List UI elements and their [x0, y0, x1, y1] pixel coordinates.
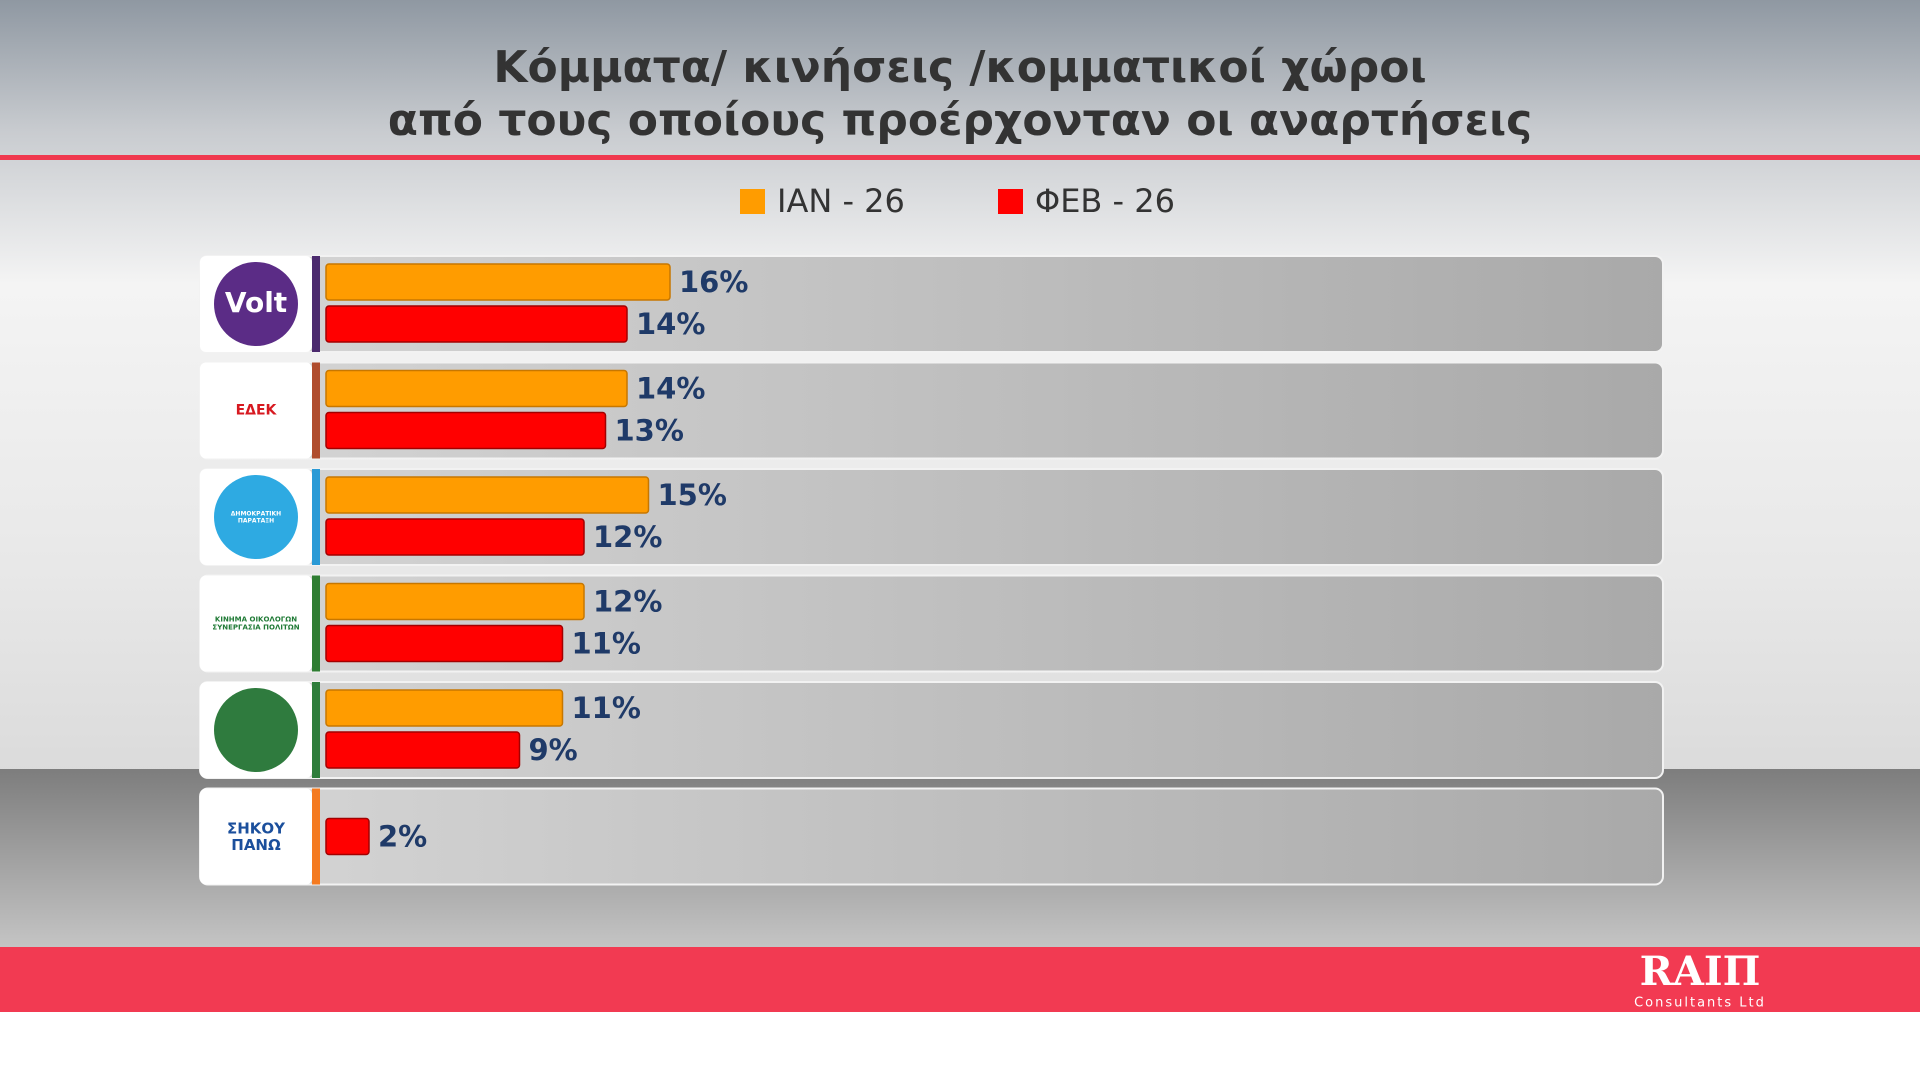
logo-text: ΚΙΝΗΜΑ ΟΙΚΟΛΟΓΩΝ ΣΥΝΕΡΓΑΣΙΑ ΠΟΛΙΤΩΝ [212, 616, 299, 632]
value-label: 16% [679, 265, 748, 299]
bar [325, 263, 671, 301]
value-label: 15% [658, 478, 727, 512]
bar [325, 817, 370, 856]
bar [325, 305, 628, 343]
value-label: 9% [529, 733, 578, 767]
logo-text: ΔΗΜΟΚΡΑΤΙΚΗ ΠΑΡΑΤΑΞΗ [231, 510, 281, 524]
logo-circle [214, 262, 298, 346]
bar [325, 369, 628, 408]
logo-stripe [312, 362, 320, 459]
logo-circle [214, 475, 298, 559]
brand-name: RAIΠ [1640, 948, 1761, 995]
value-label: 11% [572, 627, 641, 661]
legend-label: ΙΑΝ - 26 [777, 182, 905, 220]
value-label: 13% [615, 414, 684, 448]
chart-title: από τους οποίους προέρχονταν οι αναρτήσε… [388, 95, 1532, 146]
logo-stripe [312, 682, 320, 778]
logo-text: Volt [225, 286, 287, 319]
logo-stripe [312, 256, 320, 352]
bar [325, 582, 585, 621]
logo-stripe [312, 575, 320, 672]
logo-circle [214, 688, 298, 772]
chart-title: Κόμματα/ κινήσεις /κομματικοί χώροι [493, 42, 1426, 93]
footer-band [0, 947, 1920, 1012]
bar [325, 624, 564, 663]
bar [325, 476, 650, 514]
value-label: 14% [636, 307, 705, 341]
legend-swatch [740, 189, 765, 214]
value-label: 11% [572, 691, 641, 725]
value-label: 14% [636, 372, 705, 406]
bar [325, 689, 564, 727]
value-label: 2% [378, 820, 427, 854]
logo-box [200, 575, 312, 672]
value-label: 12% [593, 520, 662, 554]
brand-subtitle: Consultants Ltd [1634, 996, 1766, 1011]
logo-stripe [312, 788, 320, 885]
title-rule [0, 155, 1920, 160]
logo-stripe [312, 469, 320, 565]
logo-text: ΕΔΕΚ [236, 403, 278, 419]
bar [325, 518, 585, 556]
bar [325, 411, 607, 450]
logo-box [200, 788, 312, 885]
legend-swatch [998, 189, 1023, 214]
value-label: 12% [593, 585, 662, 619]
bar [325, 731, 521, 769]
logo-text: ΣΗΚΟΥ ΠΑΝΩ [227, 819, 286, 854]
logo-box [200, 362, 312, 459]
legend-label: ΦΕΒ - 26 [1035, 182, 1175, 220]
